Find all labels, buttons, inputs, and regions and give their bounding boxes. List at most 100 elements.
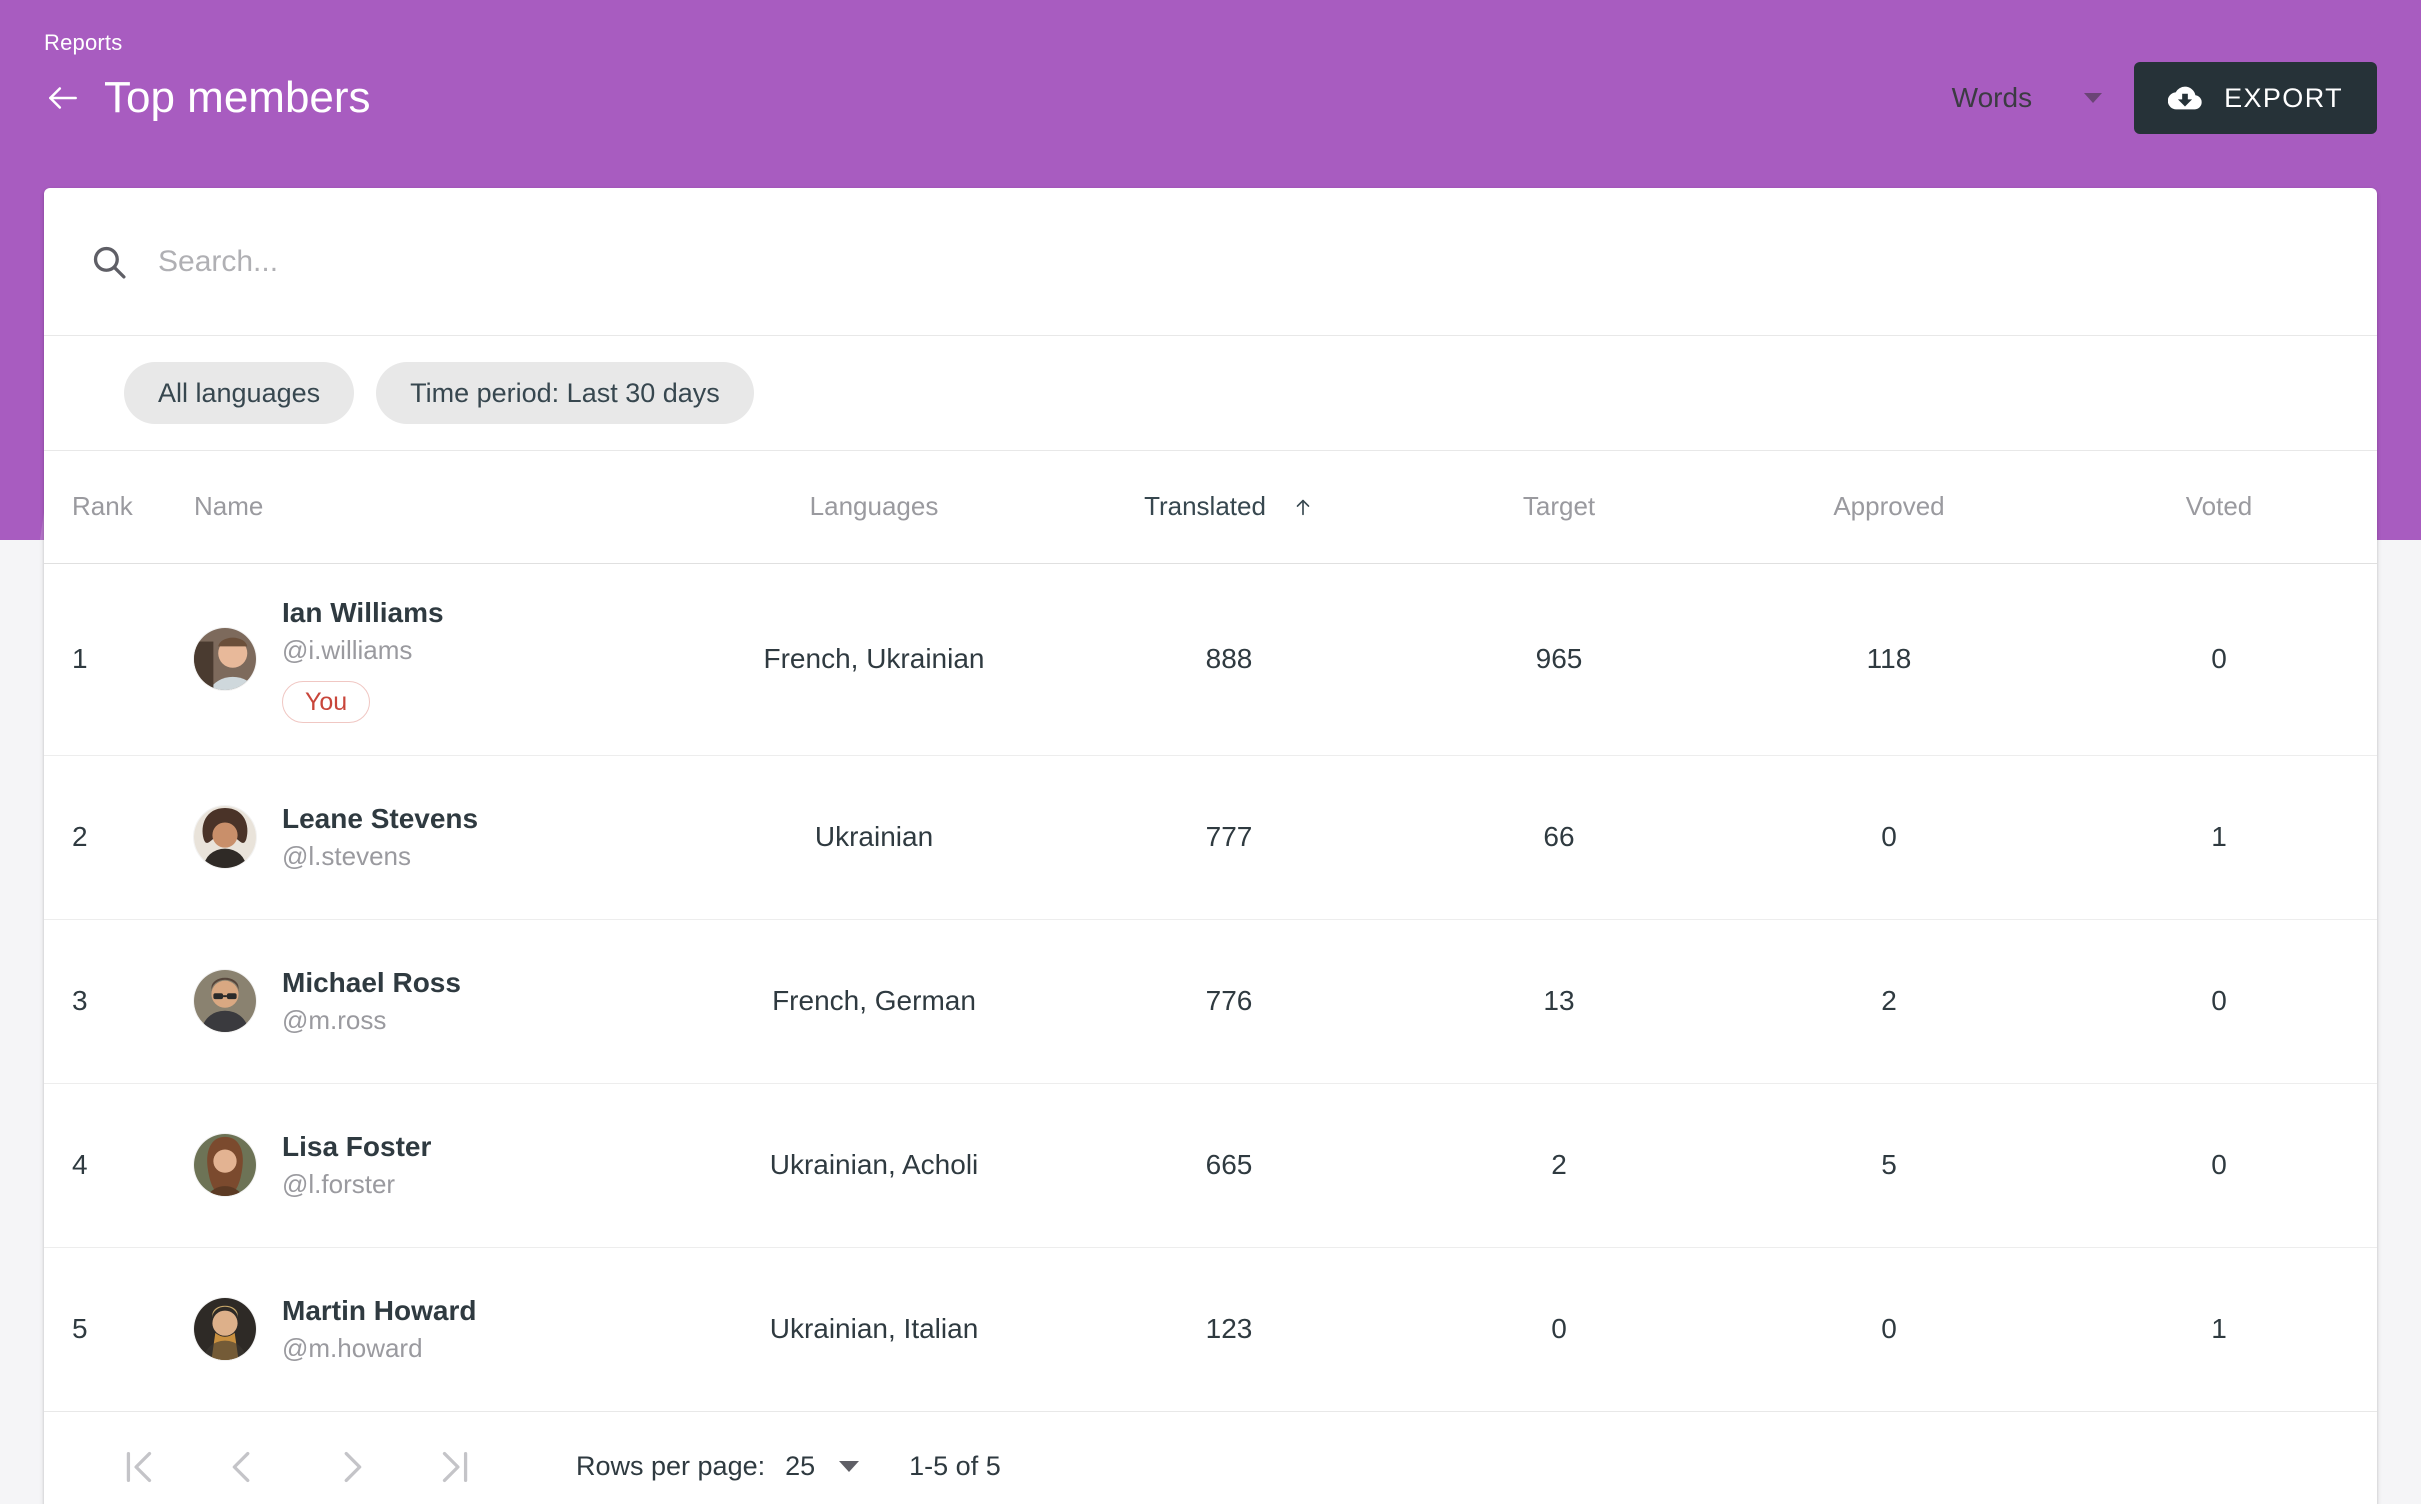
person-meta: Leane Stevens @l.stevens	[282, 801, 478, 873]
column-header-rank[interactable]: Rank	[72, 491, 133, 522]
person: Lisa Foster @l.forster	[194, 1129, 684, 1201]
pagination-range: 1-5 of 5	[909, 1451, 1001, 1481]
table-row[interactable]: 5 Mar	[44, 1247, 2377, 1411]
cell-approved: 0	[1881, 821, 1897, 852]
person-handle: @m.ross	[282, 1005, 387, 1036]
arrow-left-icon[interactable]	[44, 79, 82, 117]
content-card: All languages Time period: Last 30 days …	[44, 188, 2377, 1504]
avatar	[194, 1134, 256, 1196]
filter-chip-all-languages[interactable]: All languages	[124, 362, 355, 424]
export-button-label: EXPORT	[2224, 82, 2343, 113]
cell-target: 66	[1543, 821, 1575, 852]
filter-chip-time-period[interactable]: Time period: Last 30 days	[376, 362, 754, 424]
chevron-down-icon[interactable]	[839, 1461, 860, 1472]
cell-target: 965	[1535, 643, 1583, 674]
person-handle: @l.forster	[282, 1169, 396, 1200]
cell-rank: 3	[72, 985, 88, 1016]
search-input[interactable]	[158, 244, 2333, 279]
person-name: Michael Ross	[282, 967, 461, 999]
arrow-up-icon	[1292, 494, 1314, 520]
unit-select[interactable]: Words	[1952, 82, 2103, 114]
rows-per-page-value[interactable]: 25	[785, 1451, 816, 1481]
cell-name: Ian Williams @i.williams You	[164, 563, 684, 755]
cell-voted: 1	[2211, 821, 2227, 852]
column-header-name[interactable]: Name	[194, 491, 264, 522]
cell-rank: 5	[72, 1313, 88, 1344]
table-row[interactable]: 1 Ian	[44, 563, 2377, 755]
cell-name: Leane Stevens @l.stevens	[164, 755, 684, 919]
search-icon	[88, 241, 130, 283]
cell-name: Michael Ross @m.ross	[164, 919, 684, 1083]
cell-languages: French, German	[772, 985, 976, 1016]
export-button[interactable]: EXPORT	[2134, 62, 2377, 134]
person-name: Lisa Foster	[282, 1131, 432, 1163]
column-header-voted[interactable]: Voted	[2185, 491, 2253, 522]
person-handle: @m.howard	[282, 1333, 423, 1364]
next-page-icon[interactable]	[320, 1435, 384, 1499]
cell-target: 0	[1551, 1313, 1567, 1344]
cell-languages: Ukrainian, Italian	[769, 1313, 979, 1344]
cell-translated: 888	[1205, 643, 1253, 674]
person: Martin Howard @m.howard	[194, 1293, 684, 1365]
table-row[interactable]: 2 Leane Stevens	[44, 755, 2377, 919]
cell-target: 2	[1551, 1149, 1567, 1180]
table-row[interactable]: 4 Lisa Foster	[44, 1083, 2377, 1247]
cell-languages: French, Ukrainian	[763, 643, 985, 674]
cell-approved: 0	[1881, 1313, 1897, 1344]
person-meta: Ian Williams @i.williams You	[282, 595, 444, 723]
cell-approved: 5	[1881, 1149, 1897, 1180]
cell-voted: 0	[2211, 643, 2227, 674]
members-table: Rank Name Languages Translated	[44, 451, 2377, 1412]
avatar	[194, 806, 256, 868]
person: Michael Ross @m.ross	[194, 965, 684, 1037]
person-meta: Martin Howard @m.howard	[282, 1293, 476, 1365]
cell-translated: 777	[1205, 821, 1253, 852]
cell-voted: 1	[2211, 1313, 2227, 1344]
cell-approved: 118	[1866, 643, 1912, 674]
cell-languages: Ukrainian	[814, 821, 934, 852]
person-name: Martin Howard	[282, 1295, 477, 1327]
cell-rank: 2	[72, 821, 88, 852]
cell-voted: 0	[2211, 1149, 2227, 1180]
person-handle: @i.williams	[282, 635, 413, 666]
title-row: Top members	[44, 73, 371, 122]
filter-chips: All languages Time period: Last 30 days	[44, 336, 2377, 451]
table-body: 1 Ian	[44, 563, 2377, 1411]
chevron-down-icon	[2084, 93, 2103, 103]
cell-languages: Ukrainian, Acholi	[769, 1149, 979, 1180]
cell-rank: 4	[72, 1149, 88, 1180]
column-header-approved[interactable]: Approved	[1833, 491, 1945, 522]
cell-translated: 123	[1205, 1313, 1253, 1344]
column-header-languages[interactable]: Languages	[809, 491, 939, 522]
breadcrumb[interactable]: Reports	[44, 30, 123, 55]
person: Leane Stevens @l.stevens	[194, 801, 684, 873]
person-name: Ian Williams	[282, 597, 444, 629]
cell-translated: 776	[1205, 985, 1253, 1016]
page-title: Top members	[104, 73, 371, 122]
last-page-icon[interactable]	[424, 1435, 488, 1499]
previous-page-icon[interactable]	[210, 1435, 274, 1499]
search-bar	[44, 188, 2377, 336]
cell-name: Lisa Foster @l.forster	[164, 1083, 684, 1247]
column-header-translated[interactable]: Translated	[1064, 451, 1394, 563]
cell-target: 13	[1543, 985, 1575, 1016]
cell-approved: 2	[1881, 985, 1897, 1016]
avatar	[194, 628, 256, 690]
cell-rank: 1	[72, 643, 88, 674]
table-row[interactable]: 3	[44, 919, 2377, 1083]
cell-voted: 0	[2211, 985, 2227, 1016]
avatar	[194, 1298, 256, 1360]
pagination: Rows per page: 25 1-5 of 5	[44, 1412, 2377, 1504]
column-header-translated-label: Translated	[1144, 491, 1266, 522]
person-handle: @l.stevens	[282, 841, 411, 872]
status-badge: You	[282, 680, 371, 723]
cloud-download-icon	[2168, 81, 2202, 115]
column-header-target[interactable]: Target	[1522, 491, 1596, 522]
first-page-icon[interactable]	[106, 1435, 170, 1499]
table-header-row: Rank Name Languages Translated	[44, 451, 2377, 563]
person-meta: Lisa Foster @l.forster	[282, 1129, 431, 1201]
table-header: Rank Name Languages Translated	[44, 451, 2377, 563]
person-meta: Michael Ross @m.ross	[282, 965, 461, 1037]
avatar	[194, 970, 256, 1032]
